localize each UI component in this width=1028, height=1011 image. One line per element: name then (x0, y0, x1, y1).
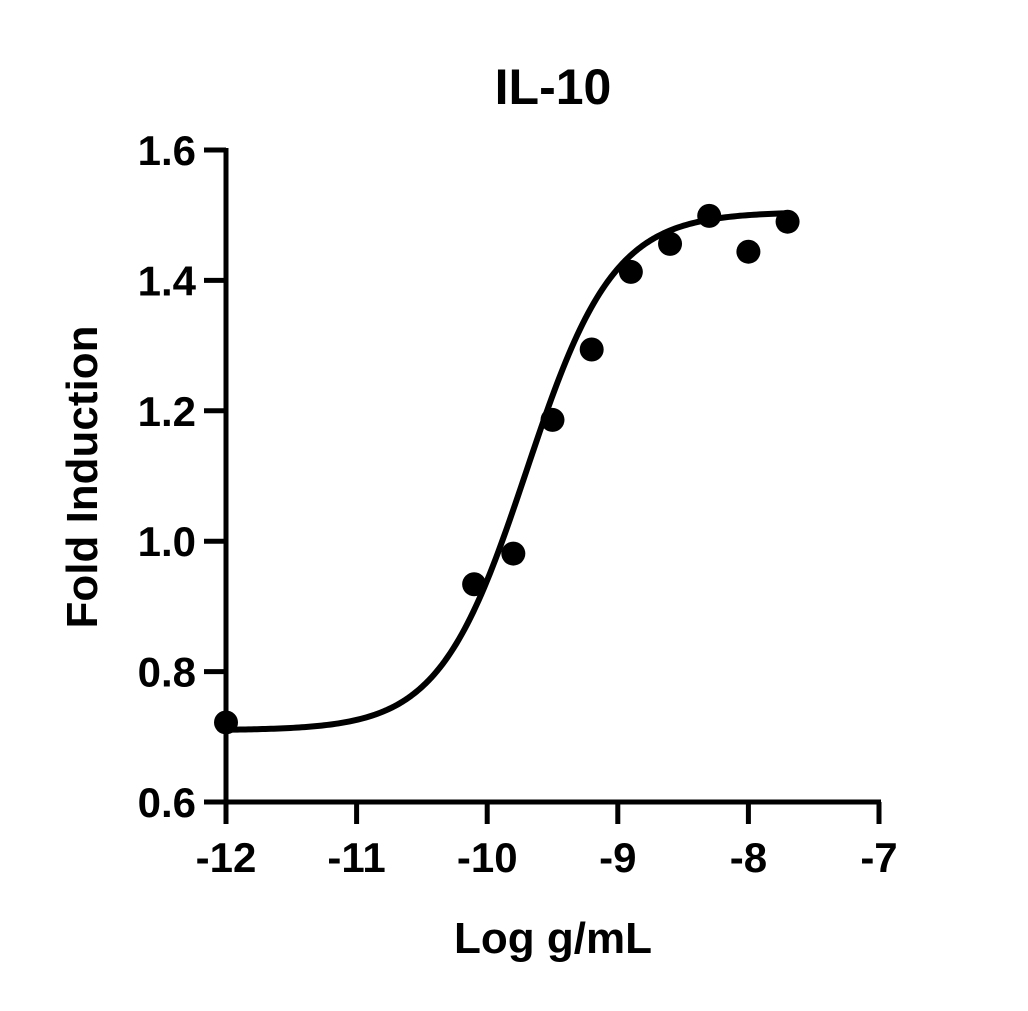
data-point (579, 337, 604, 362)
data-point (540, 407, 565, 432)
data-point (618, 259, 643, 284)
y-tick-label: 1.0 (138, 518, 196, 565)
x-tick-label: -11 (327, 834, 385, 881)
data-points (214, 203, 800, 735)
data-point (775, 209, 800, 234)
data-point (697, 203, 722, 228)
fit-curve (223, 210, 791, 733)
data-point (658, 231, 683, 256)
y-tick-label: 1.6 (138, 127, 196, 174)
chart-title: IL-10 (495, 59, 612, 115)
data-point (736, 239, 761, 264)
x-tick-label: -9 (599, 834, 636, 881)
x-tick-label: -8 (730, 834, 767, 881)
y-tick-label: 1.4 (138, 257, 197, 304)
fit-curves (223, 210, 791, 733)
data-point (214, 710, 238, 735)
y-tick-label: 0.8 (138, 649, 196, 696)
x-tick-label: -7 (860, 834, 897, 881)
y-axis: 0.6 0.8 1.0 1.2 1.4 1.6 (138, 127, 229, 826)
x-axis: -12 -11 -10 -9 -8 -7 (196, 799, 898, 881)
y-tick-label: 0.6 (138, 779, 196, 826)
data-point (462, 572, 487, 597)
x-axis-label: Log g/mL (454, 914, 652, 963)
x-tick-label: -12 (196, 834, 257, 881)
y-tick-label: 1.2 (138, 388, 196, 435)
y-axis-label: Fold Induction (58, 325, 107, 628)
x-tick-label: -10 (457, 834, 518, 881)
data-point (501, 541, 526, 566)
